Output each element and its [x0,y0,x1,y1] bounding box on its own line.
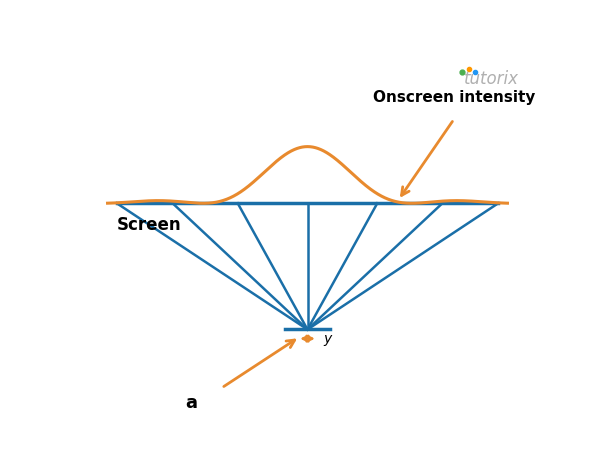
Text: Screen: Screen [117,216,181,234]
Text: Onscreen intensity: Onscreen intensity [373,90,535,104]
Text: a: a [185,394,197,412]
Text: tutorix: tutorix [464,70,518,88]
Text: y: y [323,332,332,346]
